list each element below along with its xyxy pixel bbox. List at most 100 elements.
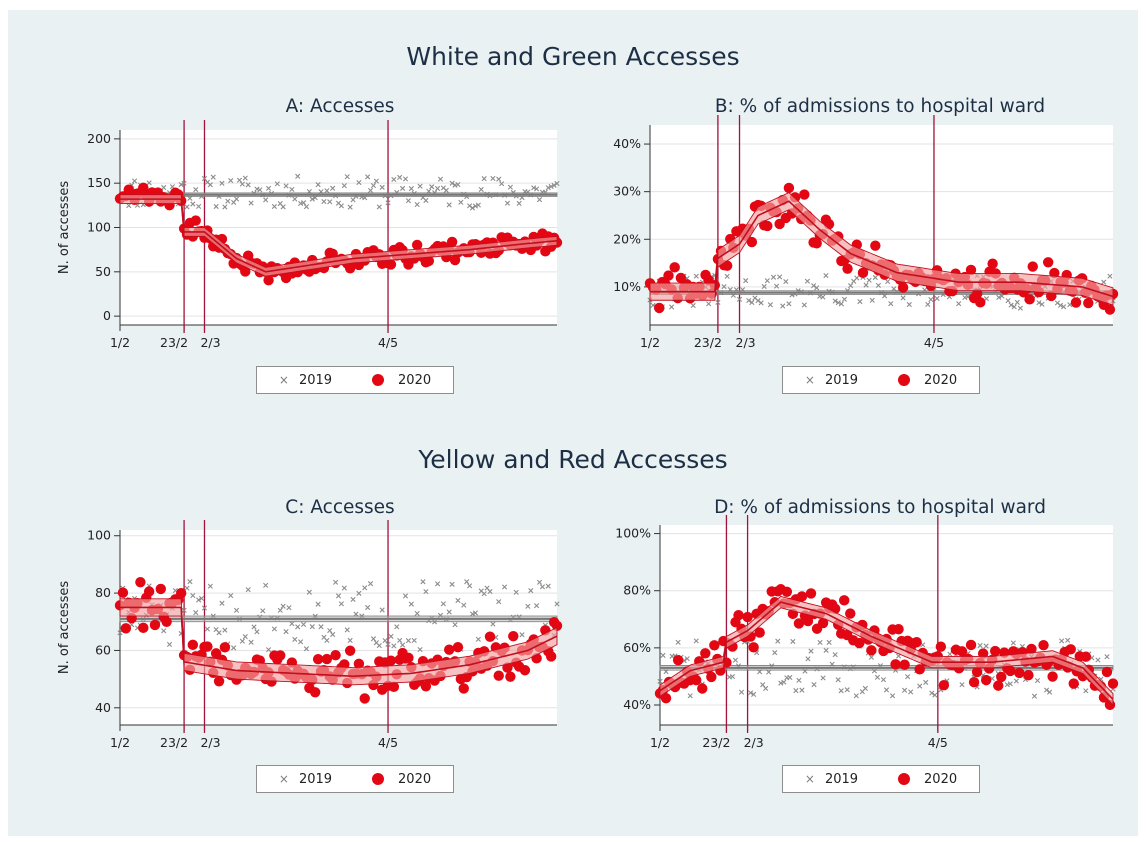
point-2019 bbox=[690, 302, 696, 309]
point-2020 bbox=[385, 259, 397, 270]
point-2019 bbox=[187, 579, 193, 585]
point-2020 bbox=[897, 282, 909, 293]
point-2019 bbox=[947, 651, 953, 657]
point-2020 bbox=[1083, 297, 1094, 309]
point-2019 bbox=[452, 622, 458, 628]
x-tick-label: 1/2 bbox=[640, 335, 660, 350]
x-tick-label: 1/2 bbox=[110, 335, 130, 350]
point-2019 bbox=[367, 187, 374, 193]
point-2019 bbox=[184, 585, 190, 591]
point-2019 bbox=[265, 647, 272, 653]
point-2019 bbox=[338, 601, 345, 607]
point-2019 bbox=[394, 624, 400, 630]
point-2020 bbox=[691, 674, 702, 686]
point-2019 bbox=[437, 176, 444, 182]
point-2019 bbox=[356, 590, 362, 596]
point-2019 bbox=[888, 301, 894, 307]
point-2020 bbox=[857, 267, 869, 279]
point-2019 bbox=[219, 180, 225, 186]
point-2020 bbox=[1065, 644, 1076, 655]
point-2019 bbox=[397, 637, 403, 643]
point-2020 bbox=[675, 272, 687, 284]
point-2019 bbox=[213, 203, 219, 210]
point-2019 bbox=[1010, 640, 1016, 646]
point-2020 bbox=[987, 258, 998, 269]
point-2019 bbox=[318, 624, 324, 630]
point-2019 bbox=[472, 203, 479, 209]
point-2019 bbox=[263, 197, 269, 203]
point-2020 bbox=[842, 263, 853, 274]
point-2019 bbox=[365, 174, 371, 180]
fit-band-2020 bbox=[725, 595, 1114, 707]
panel-b-chart: 10% 20% 30% 40% 1/2 23/2 2/3 4/5 bbox=[613, 115, 1119, 350]
point-2020 bbox=[965, 264, 977, 276]
point-2019 bbox=[283, 629, 289, 635]
point-2019 bbox=[289, 186, 295, 192]
point-2019 bbox=[545, 583, 551, 589]
point-2019 bbox=[1011, 304, 1017, 310]
point-2020 bbox=[446, 236, 458, 248]
point-2019 bbox=[257, 187, 263, 193]
point-2019 bbox=[309, 624, 315, 630]
point-2019 bbox=[379, 184, 385, 190]
point-2020 bbox=[161, 616, 172, 627]
point-2019 bbox=[193, 610, 199, 616]
point-2019 bbox=[239, 638, 245, 644]
point-2019 bbox=[814, 285, 820, 291]
y-tick-label: 200 bbox=[87, 131, 111, 146]
point-2019 bbox=[204, 626, 210, 632]
point-2019 bbox=[496, 176, 502, 182]
point-2019 bbox=[216, 630, 222, 636]
y-tick-label: 150 bbox=[87, 175, 111, 190]
y-tick-label: 50 bbox=[95, 264, 111, 279]
point-2020 bbox=[663, 270, 674, 281]
point-2019 bbox=[309, 196, 315, 202]
point-2019 bbox=[467, 583, 473, 589]
x-tick-label: 23/2 bbox=[702, 735, 730, 750]
point-2019 bbox=[236, 177, 243, 183]
point-2020 bbox=[187, 639, 199, 651]
point-2019 bbox=[772, 650, 778, 656]
point-2020 bbox=[811, 238, 822, 249]
point-2019 bbox=[446, 609, 452, 615]
point-2019 bbox=[923, 679, 929, 685]
point-2019 bbox=[857, 299, 863, 305]
legend-label-2020: 2020 bbox=[398, 771, 432, 787]
point-2020 bbox=[155, 583, 166, 595]
point-2019 bbox=[1004, 682, 1010, 688]
point-2019 bbox=[778, 680, 784, 686]
x-tick-label: 1/2 bbox=[650, 735, 670, 750]
point-2019 bbox=[344, 174, 350, 180]
point-2019 bbox=[385, 200, 391, 206]
point-2020 bbox=[669, 262, 680, 273]
point-2019 bbox=[289, 621, 295, 627]
point-2019 bbox=[838, 301, 844, 307]
point-2019 bbox=[161, 628, 167, 634]
point-2019 bbox=[181, 180, 187, 186]
y-tick-label: 100% bbox=[615, 526, 651, 541]
point-2019 bbox=[315, 601, 321, 607]
point-2020 bbox=[975, 297, 986, 308]
point-2019 bbox=[875, 282, 882, 289]
point-2019 bbox=[880, 677, 887, 683]
point-2019 bbox=[117, 630, 123, 636]
point-2020 bbox=[545, 651, 557, 662]
point-2019 bbox=[780, 303, 786, 309]
point-2019 bbox=[303, 646, 310, 652]
point-2019 bbox=[295, 624, 301, 630]
point-2019 bbox=[1034, 677, 1041, 684]
point-2019 bbox=[271, 203, 277, 210]
point-2020 bbox=[733, 609, 744, 621]
point-2019 bbox=[554, 601, 560, 607]
point-2020 bbox=[452, 641, 464, 653]
point-2019 bbox=[196, 203, 202, 209]
point-2019 bbox=[365, 604, 371, 611]
point-2019 bbox=[823, 272, 829, 279]
point-2019 bbox=[786, 301, 792, 307]
point-2019 bbox=[350, 596, 356, 603]
point-2019 bbox=[324, 637, 330, 644]
point-2020 bbox=[911, 636, 922, 648]
point-2019 bbox=[1083, 688, 1089, 694]
fit-line-2020 bbox=[184, 231, 558, 273]
point-2019 bbox=[300, 621, 307, 628]
